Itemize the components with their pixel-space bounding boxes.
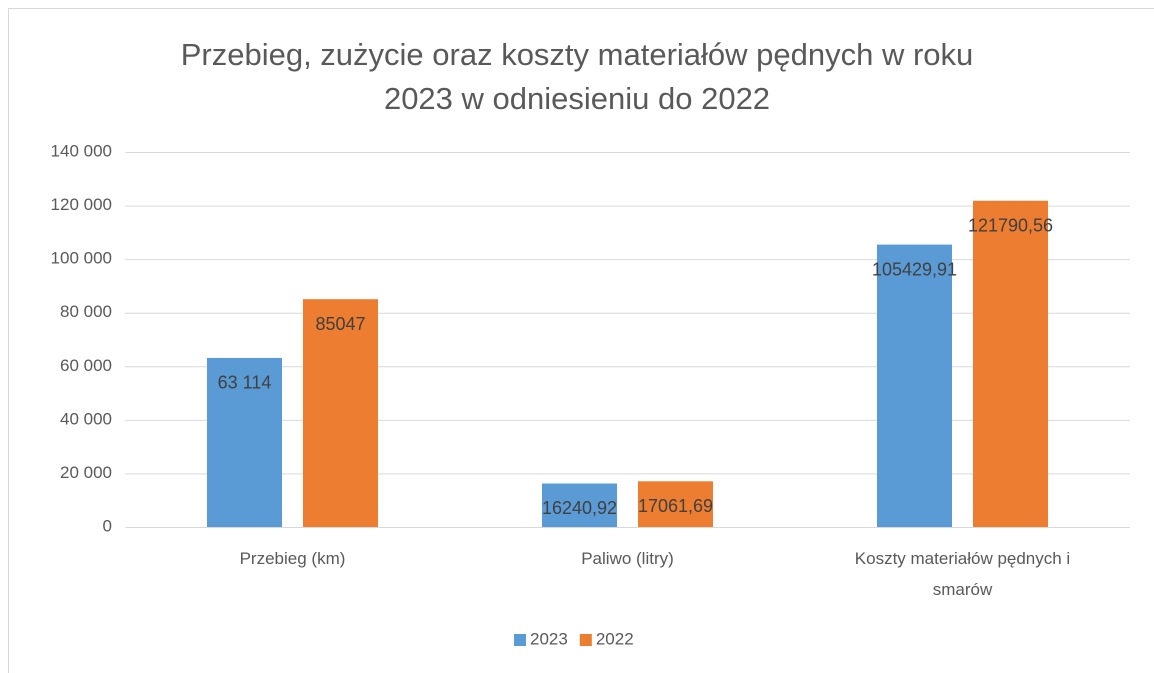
chart-title: Przebieg, zużycie oraz koszty materiałów… bbox=[181, 37, 974, 116]
data-label: 63 114 bbox=[218, 373, 272, 393]
y-tick-label: 140 000 bbox=[51, 141, 112, 160]
legend-label: 2023 bbox=[530, 629, 568, 648]
bar bbox=[207, 357, 282, 527]
data-label: 16240,92 bbox=[542, 498, 617, 518]
data-label: 85047 bbox=[315, 314, 365, 334]
x-tick-label: Koszty materiałów pędnych i smarów bbox=[855, 549, 1070, 599]
y-tick-label: 80 000 bbox=[60, 302, 112, 321]
legend-swatch bbox=[514, 634, 526, 646]
data-label: 17061,69 bbox=[638, 496, 713, 516]
y-tick-label: 60 000 bbox=[60, 356, 112, 375]
y-tick-label: 120 000 bbox=[51, 195, 112, 214]
x-tick-label: Paliwo (litry) bbox=[581, 549, 674, 568]
y-tick-label: 20 000 bbox=[60, 463, 112, 482]
y-tick-label: 100 000 bbox=[51, 249, 112, 268]
y-tick-label: 0 bbox=[103, 516, 112, 535]
x-tick-label: Przebieg (km) bbox=[240, 549, 346, 568]
bar bbox=[638, 481, 713, 527]
bar bbox=[973, 200, 1048, 528]
data-label: 105429,91 bbox=[872, 259, 957, 279]
legend-swatch bbox=[579, 634, 592, 646]
bar bbox=[303, 299, 378, 527]
y-tick-label: 40 000 bbox=[60, 409, 112, 428]
bar bbox=[877, 244, 952, 527]
bar bbox=[542, 483, 617, 527]
chart-border bbox=[8, 8, 1154, 673]
legend-label: 2022 bbox=[596, 629, 634, 648]
data-label: 121790,56 bbox=[968, 216, 1053, 236]
